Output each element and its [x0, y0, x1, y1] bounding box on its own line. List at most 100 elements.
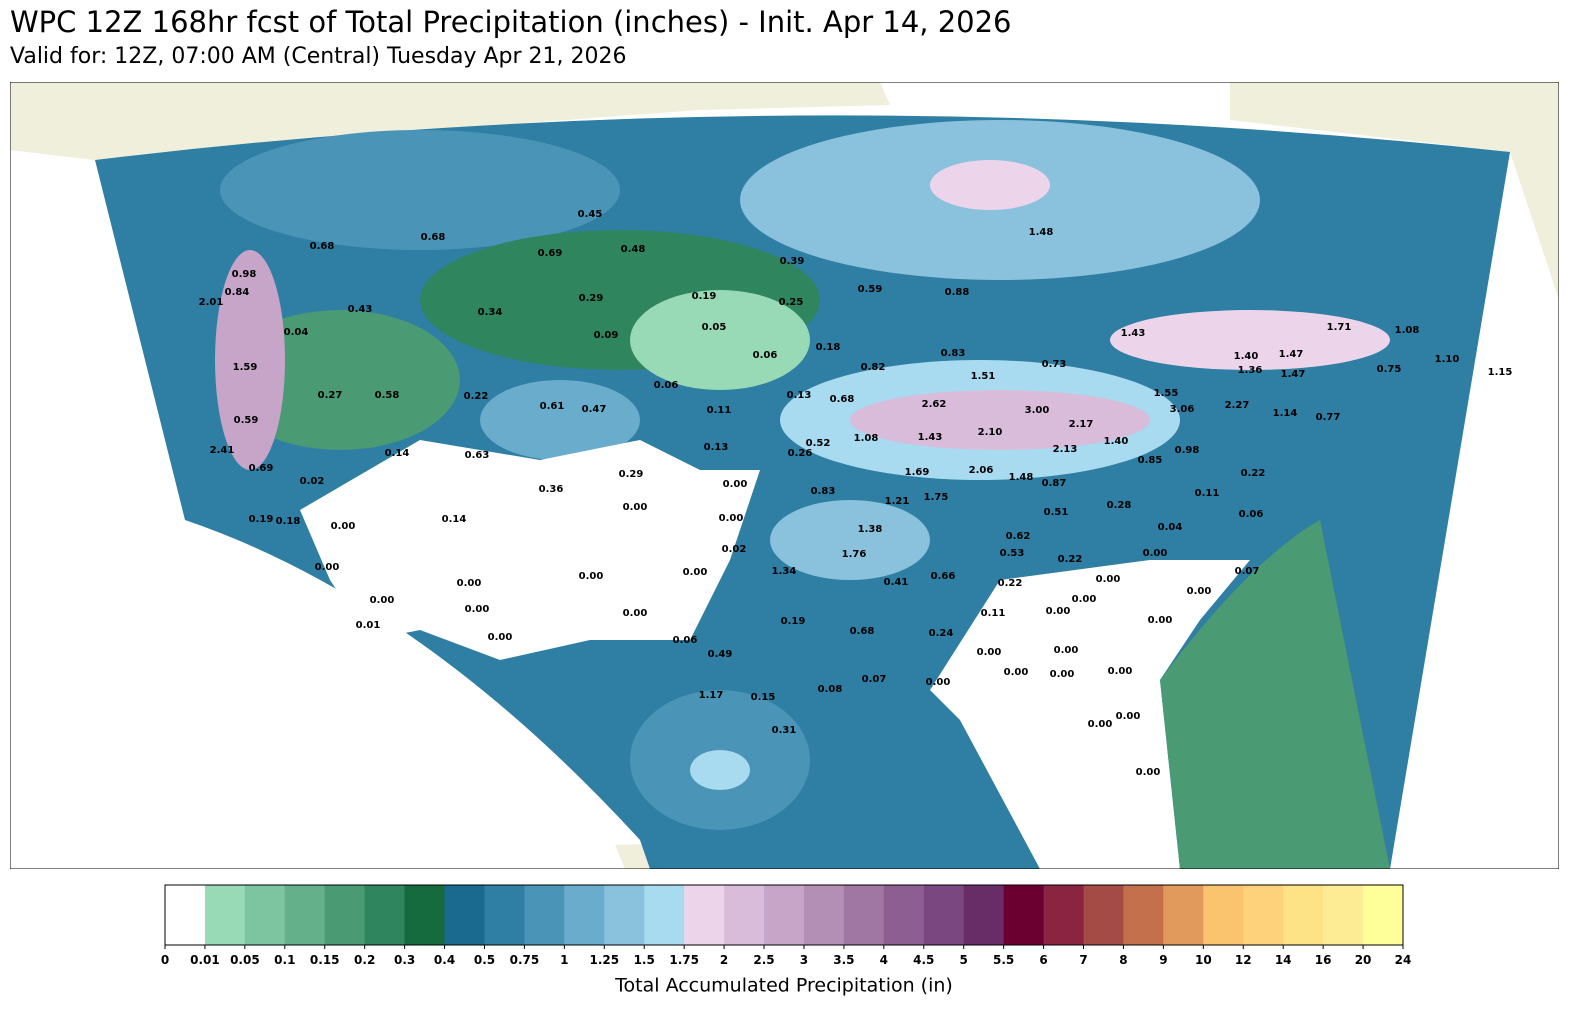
colorbar-swatch	[244, 885, 286, 945]
colorbar-swatch	[1363, 885, 1404, 945]
colorbar-swatch	[1043, 885, 1085, 945]
colorbar-tick-label: 0	[161, 953, 169, 967]
point-label: 0.09	[594, 330, 619, 341]
colorbar-tick-label: 0.05	[230, 953, 260, 967]
colorbar-tick-label: 0.4	[434, 953, 455, 967]
point-label: 1.08	[1395, 325, 1420, 336]
point-label: 0.00	[465, 604, 490, 615]
point-label: 0.00	[623, 502, 648, 513]
colorbar-tick-label: 24	[1395, 953, 1412, 967]
point-label: 0.66	[931, 571, 956, 582]
point-label: 0.11	[707, 405, 732, 416]
point-label: 3.06	[1170, 404, 1195, 415]
colorbar-tick-label: 6	[1039, 953, 1047, 967]
point-label: 0.11	[1195, 488, 1220, 499]
point-label: 1.75	[924, 492, 949, 503]
colorbar-swatch	[963, 885, 1005, 945]
colorbar-tick-label: 16	[1315, 953, 1332, 967]
point-label: 1.69	[905, 467, 930, 478]
point-label: 1.47	[1279, 349, 1304, 360]
point-label: 0.88	[945, 287, 970, 298]
colorbar-swatch	[803, 885, 845, 945]
point-label: 0.00	[1088, 719, 1113, 730]
point-label: 0.00	[723, 479, 748, 490]
colorbar-tick-label: 20	[1355, 953, 1372, 967]
colorbar-swatch	[484, 885, 525, 945]
point-label: 0.15	[751, 692, 776, 703]
point-label: 3.00	[1025, 405, 1050, 416]
point-label: 0.19	[249, 514, 274, 525]
point-label: 2.27	[1225, 400, 1250, 411]
colorbar-swatch	[883, 885, 925, 945]
point-label: 0.06	[654, 380, 679, 391]
point-label: 1.47	[1281, 369, 1306, 380]
point-label: 0.61	[540, 401, 565, 412]
point-label: 1.10	[1435, 354, 1460, 365]
point-label: 0.43	[348, 304, 373, 315]
colorbar-swatch	[684, 885, 725, 945]
point-label: 0.51	[1044, 507, 1069, 518]
point-label: 0.00	[488, 632, 513, 643]
colorbar-tick-label: 5	[960, 953, 968, 967]
point-label: 0.06	[753, 350, 778, 361]
point-label: 0.25	[779, 297, 804, 308]
colorbar-tick-label: 1.5	[634, 953, 655, 967]
point-label: 0.45	[578, 209, 603, 220]
point-label: 0.22	[998, 578, 1023, 589]
point-label: 0.24	[929, 628, 954, 639]
point-labels: 0.68 0.68 0.45 0.69 0.48 0.39 0.98 0.842.01 0.43…	[199, 209, 1513, 778]
point-label: 0.62	[1006, 531, 1031, 542]
title: WPC 12Z 168hr fcst of Total Precipitatio…	[10, 5, 1012, 39]
colorbar-swatch	[324, 885, 366, 945]
point-label: 0.07	[862, 674, 887, 685]
point-label: 0.00	[1136, 767, 1161, 778]
colorbar-tick-label: 3.5	[833, 953, 854, 967]
point-label: 0.41	[884, 577, 909, 588]
colorbar-tick-label: 9	[1159, 953, 1167, 967]
point-label: 0.00	[1004, 667, 1029, 678]
point-label: 0.00	[623, 608, 648, 619]
point-label: 0.00	[331, 521, 356, 532]
colorbar-swatch	[364, 885, 406, 945]
point-label: 0.52	[806, 438, 831, 449]
colorbar-swatch	[284, 885, 326, 945]
point-label: 0.73	[1042, 359, 1067, 370]
point-label: 0.22	[464, 391, 489, 402]
point-label: 0.19	[692, 291, 717, 302]
colorbar: 0 0.01 0.05 0.1 0.15 0.2 0.3 0.4 0.5 0.75 1 1.25 1.5…	[161, 884, 1412, 967]
point-label: 0.06	[673, 635, 698, 646]
point-label: 1.38	[858, 524, 883, 535]
point-label: 0.82	[861, 362, 886, 373]
point-label: 2.01	[199, 297, 224, 308]
dry-area	[300, 440, 760, 660]
point-label: 0.63	[465, 450, 490, 461]
point-label: 0.00	[1054, 645, 1079, 656]
colorbar-swatch	[1003, 885, 1045, 945]
point-label: 0.83	[941, 348, 966, 359]
point-label: 1.59	[233, 362, 258, 373]
point-label: 0.98	[1175, 445, 1200, 456]
point-label: 0.00	[683, 567, 708, 578]
point-label: 0.00	[457, 578, 482, 589]
point-label: 0.53	[1000, 548, 1025, 559]
point-label: 1.43	[1121, 328, 1146, 339]
point-label: 1.40	[1234, 351, 1259, 362]
colorbar-tick-label: 0.5	[474, 953, 495, 967]
colorbar-tick-label: 0.01	[190, 953, 220, 967]
colorbar-tick-label: 2	[720, 953, 728, 967]
point-label: 0.01	[356, 620, 381, 631]
subtitle: Valid for: 12Z, 07:00 AM (Central) Tuesd…	[10, 44, 627, 69]
colorbar-tick-label: 0.2	[354, 953, 375, 967]
colorbar-tick-label: 1.25	[589, 953, 619, 967]
point-label: 1.71	[1327, 322, 1352, 333]
colorbar-swatch	[644, 885, 685, 945]
point-label: 0.00	[1096, 574, 1121, 585]
point-label: 0.00	[315, 562, 340, 573]
point-label: 1.14	[1273, 408, 1298, 419]
point-label: 0.84	[225, 287, 250, 298]
colorbar-swatch	[444, 885, 485, 945]
point-label: 0.00	[1046, 606, 1071, 617]
colorbar-tick-label: 0.75	[510, 953, 540, 967]
colorbar-tick-label: 4	[880, 953, 888, 967]
